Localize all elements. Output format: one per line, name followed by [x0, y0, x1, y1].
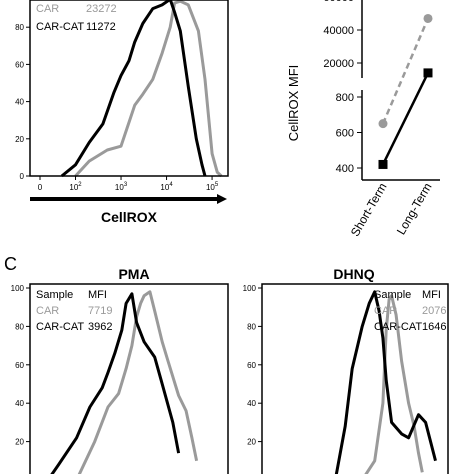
tl-y-tick-label: 40 [15, 98, 24, 107]
tl-plot-frame [29, 0, 229, 177]
pma-y-ticks: 020406080100 [11, 284, 30, 447]
tl-y-tick-label: 0 [20, 172, 25, 181]
mfi-car-connector [381, 17, 430, 125]
mfi-upper-tick-label: 60000 [323, 0, 354, 4]
mfi-upper-tick-label: 40000 [323, 25, 354, 37]
dhnq-legend-car-mfi: 2076 [422, 305, 446, 317]
pma-legend-car-sample: CAR [36, 305, 59, 317]
tl-y-tick-label: 20 [15, 135, 24, 144]
dhnq-title: DHNQ [333, 266, 374, 282]
tl-y-tick-label: 60 [15, 60, 24, 69]
mfi-series [378, 13, 433, 169]
pma-series-carcat-line [50, 292, 181, 474]
mfi-car-point [423, 13, 433, 23]
tl-legend: CAR 23272 CAR-CAT 11272 [36, 3, 117, 33]
pma-series-lines [50, 290, 199, 474]
pma-title: PMA [118, 266, 149, 282]
mfi-comparison-plot: CellROX MFI 20000 40000 60000 400 600 800 Sho… [286, 0, 440, 239]
dhnq-legend-carcat-mfi: 1646 [422, 321, 446, 333]
dhnq-series-carcat-line [334, 290, 437, 474]
cellrox-histogram: 0 20 40 60 80 0 102 103 104 105 CAR 23272 CAR-CA… [15, 0, 229, 225]
tl-y-tick-label: 80 [15, 23, 24, 32]
tl-x-tick-label: 102 [69, 182, 82, 192]
tl-series-carcat-line [60, 0, 207, 178]
pma-legend-header-mfi: MFI [88, 289, 107, 301]
mfi-carcat-point [423, 68, 433, 78]
pma-legend-carcat-mfi: 3962 [88, 321, 112, 333]
tl-legend-car-mfi: 23272 [86, 3, 117, 15]
dhnq-y-tick-label: 80 [247, 322, 256, 331]
y-axis-label: CellROX MFI [286, 65, 301, 142]
tl-legend-car-sample: CAR [36, 3, 59, 15]
mfi-x-label-long-term: Long-Term [394, 180, 435, 237]
pma-legend-car-mfi: 7719 [88, 305, 112, 317]
tl-y-axis-ticks: 0 20 40 60 80 [15, 23, 30, 181]
dhnq-y-tick-label: 40 [247, 399, 256, 408]
dhnq-legend-header-mfi: MFI [422, 289, 441, 301]
pma-y-tick-label: 20 [15, 438, 24, 447]
mfi-car-point [378, 119, 388, 129]
dhnq-y-tick-label: 20 [247, 438, 256, 447]
tl-x-tick-label: 0 [38, 183, 43, 192]
dhnq-histogram: DHNQ 020406080100 Sample MFI CAR 2076 CA… [243, 266, 449, 474]
mfi-lower-tick-label: 600 [336, 128, 354, 140]
dhnq-series-lines [334, 290, 437, 474]
dhnq-legend-carcat-sample: CAR-CAT [374, 321, 422, 333]
pma-y-tick-label: 40 [15, 399, 24, 408]
dhnq-y-ticks: 020406080100 [243, 284, 262, 447]
tl-x-tick-label: 103 [115, 182, 128, 192]
pma-legend-carcat-sample: CAR-CAT [36, 321, 84, 333]
mfi-x-labels: Short-Term Long-Term [348, 180, 435, 238]
dhnq-series-car-line [364, 294, 424, 474]
pma-y-tick-label: 100 [11, 284, 25, 293]
pma-plot-frame [29, 283, 229, 474]
mfi-x-label-short-term: Short-Term [348, 180, 390, 238]
pma-series-car-line [77, 290, 199, 474]
tl-legend-carcat-mfi: 11272 [86, 21, 116, 33]
mfi-y-ticks: 20000 40000 60000 400 600 800 [323, 0, 362, 175]
x-axis-label: CellROX [101, 209, 158, 225]
pma-legend-header-sample: Sample [36, 289, 73, 301]
mfi-upper-tick-label: 20000 [323, 58, 354, 70]
panel-label-c: C [4, 254, 17, 274]
tl-series-car-line [74, 0, 223, 178]
pma-legend: Sample MFI CAR 7719 CAR-CAT 3962 [36, 289, 112, 333]
mfi-lower-tick-label: 800 [336, 92, 354, 104]
tl-x-axis-ticks: 0 102 103 104 105 [38, 176, 219, 192]
mfi-carcat-connector [381, 72, 430, 166]
tl-legend-carcat-sample: CAR-CAT [36, 21, 84, 33]
pma-y-tick-label: 60 [15, 361, 24, 370]
dhnq-legend: Sample MFI CAR 2076 CAR-CAT 1646 [374, 289, 446, 333]
dhnq-y-tick-label: 100 [243, 284, 257, 293]
mfi-carcat-point [378, 159, 388, 169]
tl-x-tick-label: 105 [206, 182, 219, 192]
dhnq-y-tick-label: 60 [247, 361, 256, 370]
pma-y-tick-label: 80 [15, 322, 24, 331]
dhnq-legend-header-sample: Sample [374, 289, 411, 301]
mfi-lower-tick-label: 400 [336, 163, 354, 175]
pma-histogram: PMA 020406080100 Sample MFI CAR 7719 CAR… [11, 266, 229, 474]
dhnq-plot-frame [261, 283, 449, 474]
tl-series-lines [60, 0, 223, 178]
dhnq-legend-car-sample: CAR [374, 305, 397, 317]
tl-x-tick-label: 104 [160, 182, 173, 192]
